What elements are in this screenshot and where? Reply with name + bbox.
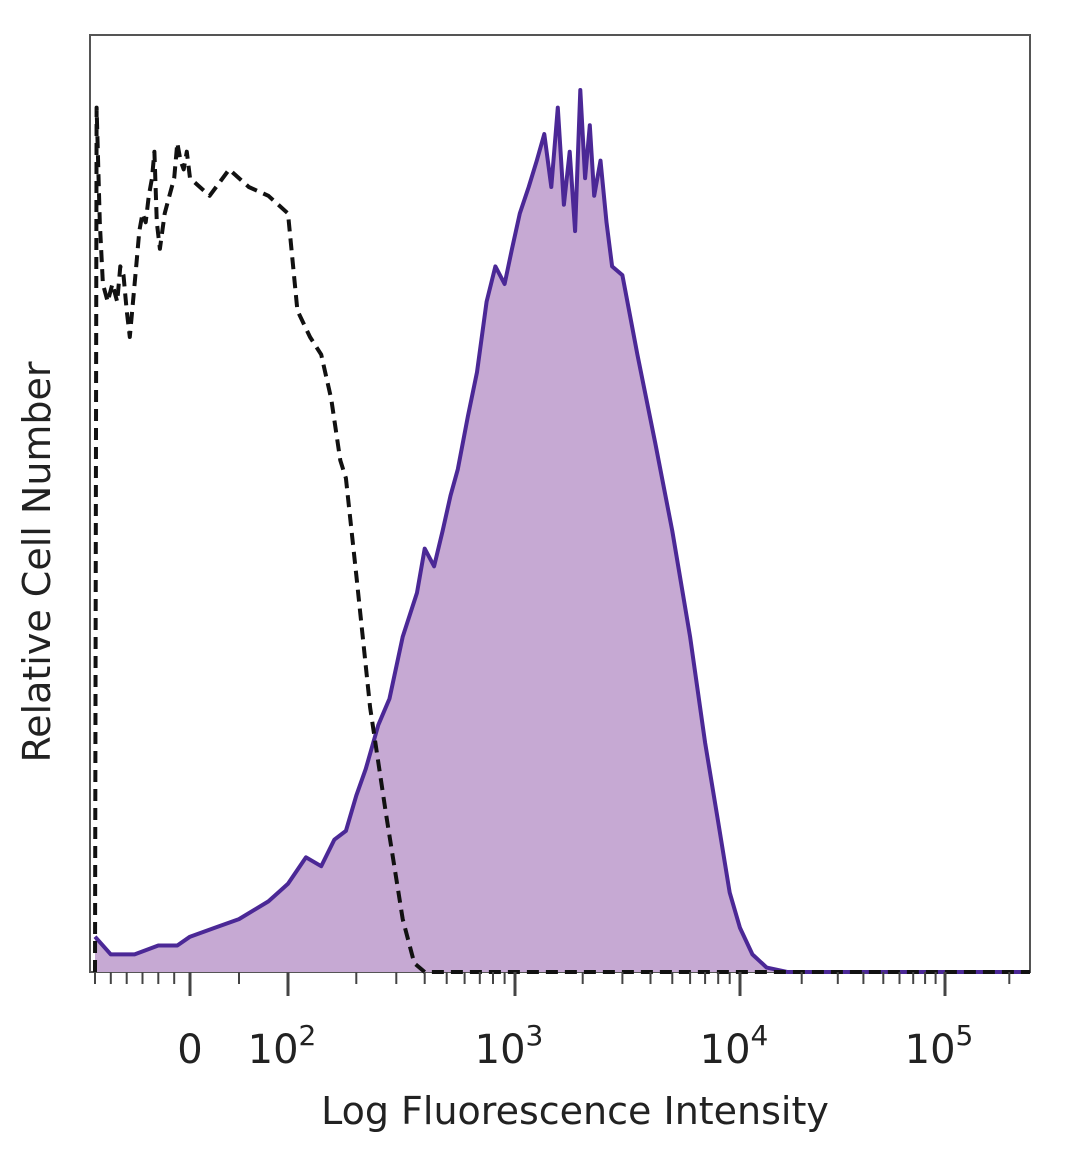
x-tick-label: 103 — [475, 1019, 544, 1073]
tick-labels: 0 102 103 104 105 — [177, 1019, 973, 1073]
x-axis-title: Log Fluorescence Intensity — [321, 1089, 829, 1133]
series-layer — [93, 88, 1030, 974]
x-tick-label: 0 — [177, 1027, 202, 1073]
series-fill-0 — [95, 90, 1030, 972]
x-tick-label-exponent: 4 — [751, 1019, 769, 1052]
x-tick-label-exponent: 5 — [956, 1019, 974, 1052]
series-line-0 — [93, 88, 1030, 974]
x-tick-label: 105 — [905, 1019, 974, 1073]
y-axis-title: Relative Cell Number — [15, 361, 59, 762]
x-tick-label-exponent: 3 — [526, 1019, 544, 1052]
x-tick-label-base: 10 — [248, 1027, 299, 1073]
x-tick-label-base: 10 — [475, 1027, 526, 1073]
x-axis — [94, 972, 1011, 996]
x-tick-label-base: 10 — [700, 1027, 751, 1073]
x-tick-label-exponent: 2 — [299, 1019, 317, 1052]
x-tick-label: 104 — [700, 1019, 769, 1073]
x-tick-label: 102 — [248, 1019, 317, 1073]
x-tick-label-base: 0 — [177, 1027, 202, 1073]
series-line-1 — [93, 105, 1030, 974]
x-tick-label-base: 10 — [905, 1027, 956, 1073]
